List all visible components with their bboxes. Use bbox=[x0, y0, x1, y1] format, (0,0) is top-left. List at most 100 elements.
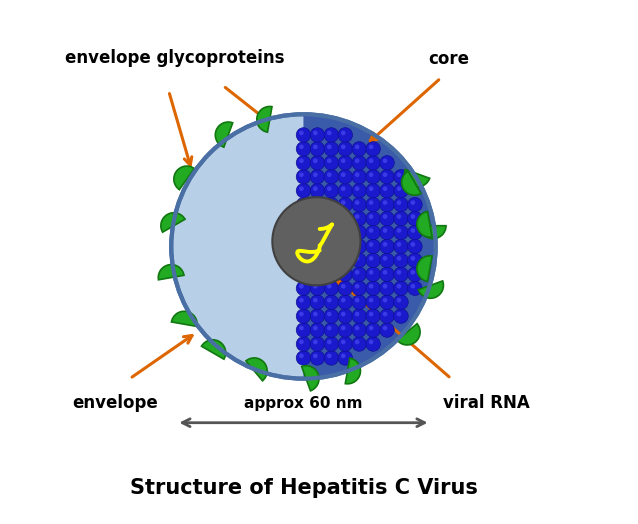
Circle shape bbox=[397, 200, 401, 205]
Circle shape bbox=[355, 145, 359, 149]
Circle shape bbox=[299, 130, 304, 135]
Circle shape bbox=[296, 351, 311, 365]
Circle shape bbox=[296, 169, 311, 184]
Circle shape bbox=[411, 270, 415, 275]
Circle shape bbox=[313, 145, 318, 149]
Circle shape bbox=[310, 337, 325, 351]
Circle shape bbox=[313, 200, 318, 205]
Circle shape bbox=[299, 270, 304, 275]
Circle shape bbox=[352, 156, 366, 170]
Circle shape bbox=[369, 172, 373, 177]
Circle shape bbox=[299, 158, 304, 163]
Circle shape bbox=[352, 183, 366, 198]
Circle shape bbox=[355, 340, 359, 344]
Circle shape bbox=[310, 267, 325, 281]
Circle shape bbox=[327, 158, 332, 163]
Wedge shape bbox=[302, 366, 319, 391]
Circle shape bbox=[310, 309, 325, 323]
Circle shape bbox=[324, 337, 339, 351]
Circle shape bbox=[310, 156, 325, 170]
Circle shape bbox=[355, 256, 359, 260]
Circle shape bbox=[341, 354, 346, 358]
Circle shape bbox=[327, 270, 332, 275]
Wedge shape bbox=[417, 211, 432, 237]
Circle shape bbox=[341, 270, 346, 275]
Circle shape bbox=[341, 326, 346, 330]
Circle shape bbox=[313, 354, 318, 358]
Circle shape bbox=[341, 214, 346, 219]
Circle shape bbox=[324, 183, 339, 198]
Circle shape bbox=[366, 211, 380, 226]
Circle shape bbox=[380, 239, 394, 254]
Circle shape bbox=[313, 340, 318, 344]
Circle shape bbox=[383, 187, 387, 191]
Wedge shape bbox=[246, 358, 267, 381]
Circle shape bbox=[327, 354, 332, 358]
Circle shape bbox=[383, 158, 387, 163]
Circle shape bbox=[299, 228, 304, 233]
Circle shape bbox=[380, 267, 394, 281]
Circle shape bbox=[369, 228, 373, 233]
Circle shape bbox=[338, 225, 353, 240]
Circle shape bbox=[296, 281, 311, 296]
Circle shape bbox=[299, 187, 304, 191]
Circle shape bbox=[296, 239, 311, 254]
Circle shape bbox=[369, 187, 373, 191]
Wedge shape bbox=[420, 226, 446, 238]
Circle shape bbox=[299, 200, 304, 205]
Circle shape bbox=[355, 312, 359, 316]
Circle shape bbox=[366, 225, 380, 240]
Circle shape bbox=[313, 228, 318, 233]
Circle shape bbox=[397, 228, 401, 233]
Circle shape bbox=[341, 340, 346, 344]
Circle shape bbox=[394, 198, 408, 212]
Circle shape bbox=[394, 211, 408, 226]
Circle shape bbox=[408, 198, 422, 212]
Circle shape bbox=[341, 200, 346, 205]
Circle shape bbox=[299, 214, 304, 219]
Circle shape bbox=[341, 130, 346, 135]
Circle shape bbox=[355, 200, 359, 205]
Circle shape bbox=[411, 200, 415, 205]
Circle shape bbox=[394, 281, 408, 296]
Circle shape bbox=[310, 183, 325, 198]
Circle shape bbox=[352, 198, 366, 212]
Circle shape bbox=[310, 281, 325, 296]
Circle shape bbox=[383, 256, 387, 260]
Circle shape bbox=[397, 284, 401, 289]
Circle shape bbox=[338, 281, 353, 296]
Circle shape bbox=[327, 284, 332, 289]
Circle shape bbox=[296, 156, 311, 170]
Circle shape bbox=[352, 323, 366, 337]
Circle shape bbox=[411, 214, 415, 219]
Circle shape bbox=[338, 253, 353, 268]
Circle shape bbox=[324, 267, 339, 281]
Circle shape bbox=[324, 156, 339, 170]
Circle shape bbox=[397, 298, 401, 302]
Circle shape bbox=[313, 270, 318, 275]
Circle shape bbox=[411, 256, 415, 260]
Circle shape bbox=[324, 225, 339, 240]
Circle shape bbox=[296, 141, 311, 156]
Circle shape bbox=[313, 214, 318, 219]
Circle shape bbox=[366, 295, 380, 310]
Circle shape bbox=[394, 225, 408, 240]
Circle shape bbox=[296, 128, 311, 142]
Wedge shape bbox=[345, 358, 360, 384]
Circle shape bbox=[355, 242, 359, 247]
Circle shape bbox=[411, 242, 415, 247]
Wedge shape bbox=[401, 171, 421, 195]
Circle shape bbox=[366, 253, 380, 268]
Circle shape bbox=[324, 253, 339, 268]
Circle shape bbox=[352, 253, 366, 268]
Wedge shape bbox=[174, 166, 194, 190]
Circle shape bbox=[299, 172, 304, 177]
Circle shape bbox=[341, 312, 346, 316]
Circle shape bbox=[383, 270, 387, 275]
Circle shape bbox=[380, 281, 394, 296]
Circle shape bbox=[397, 187, 401, 191]
Circle shape bbox=[327, 256, 332, 260]
Circle shape bbox=[338, 198, 353, 212]
Circle shape bbox=[380, 156, 394, 170]
Circle shape bbox=[338, 295, 353, 310]
